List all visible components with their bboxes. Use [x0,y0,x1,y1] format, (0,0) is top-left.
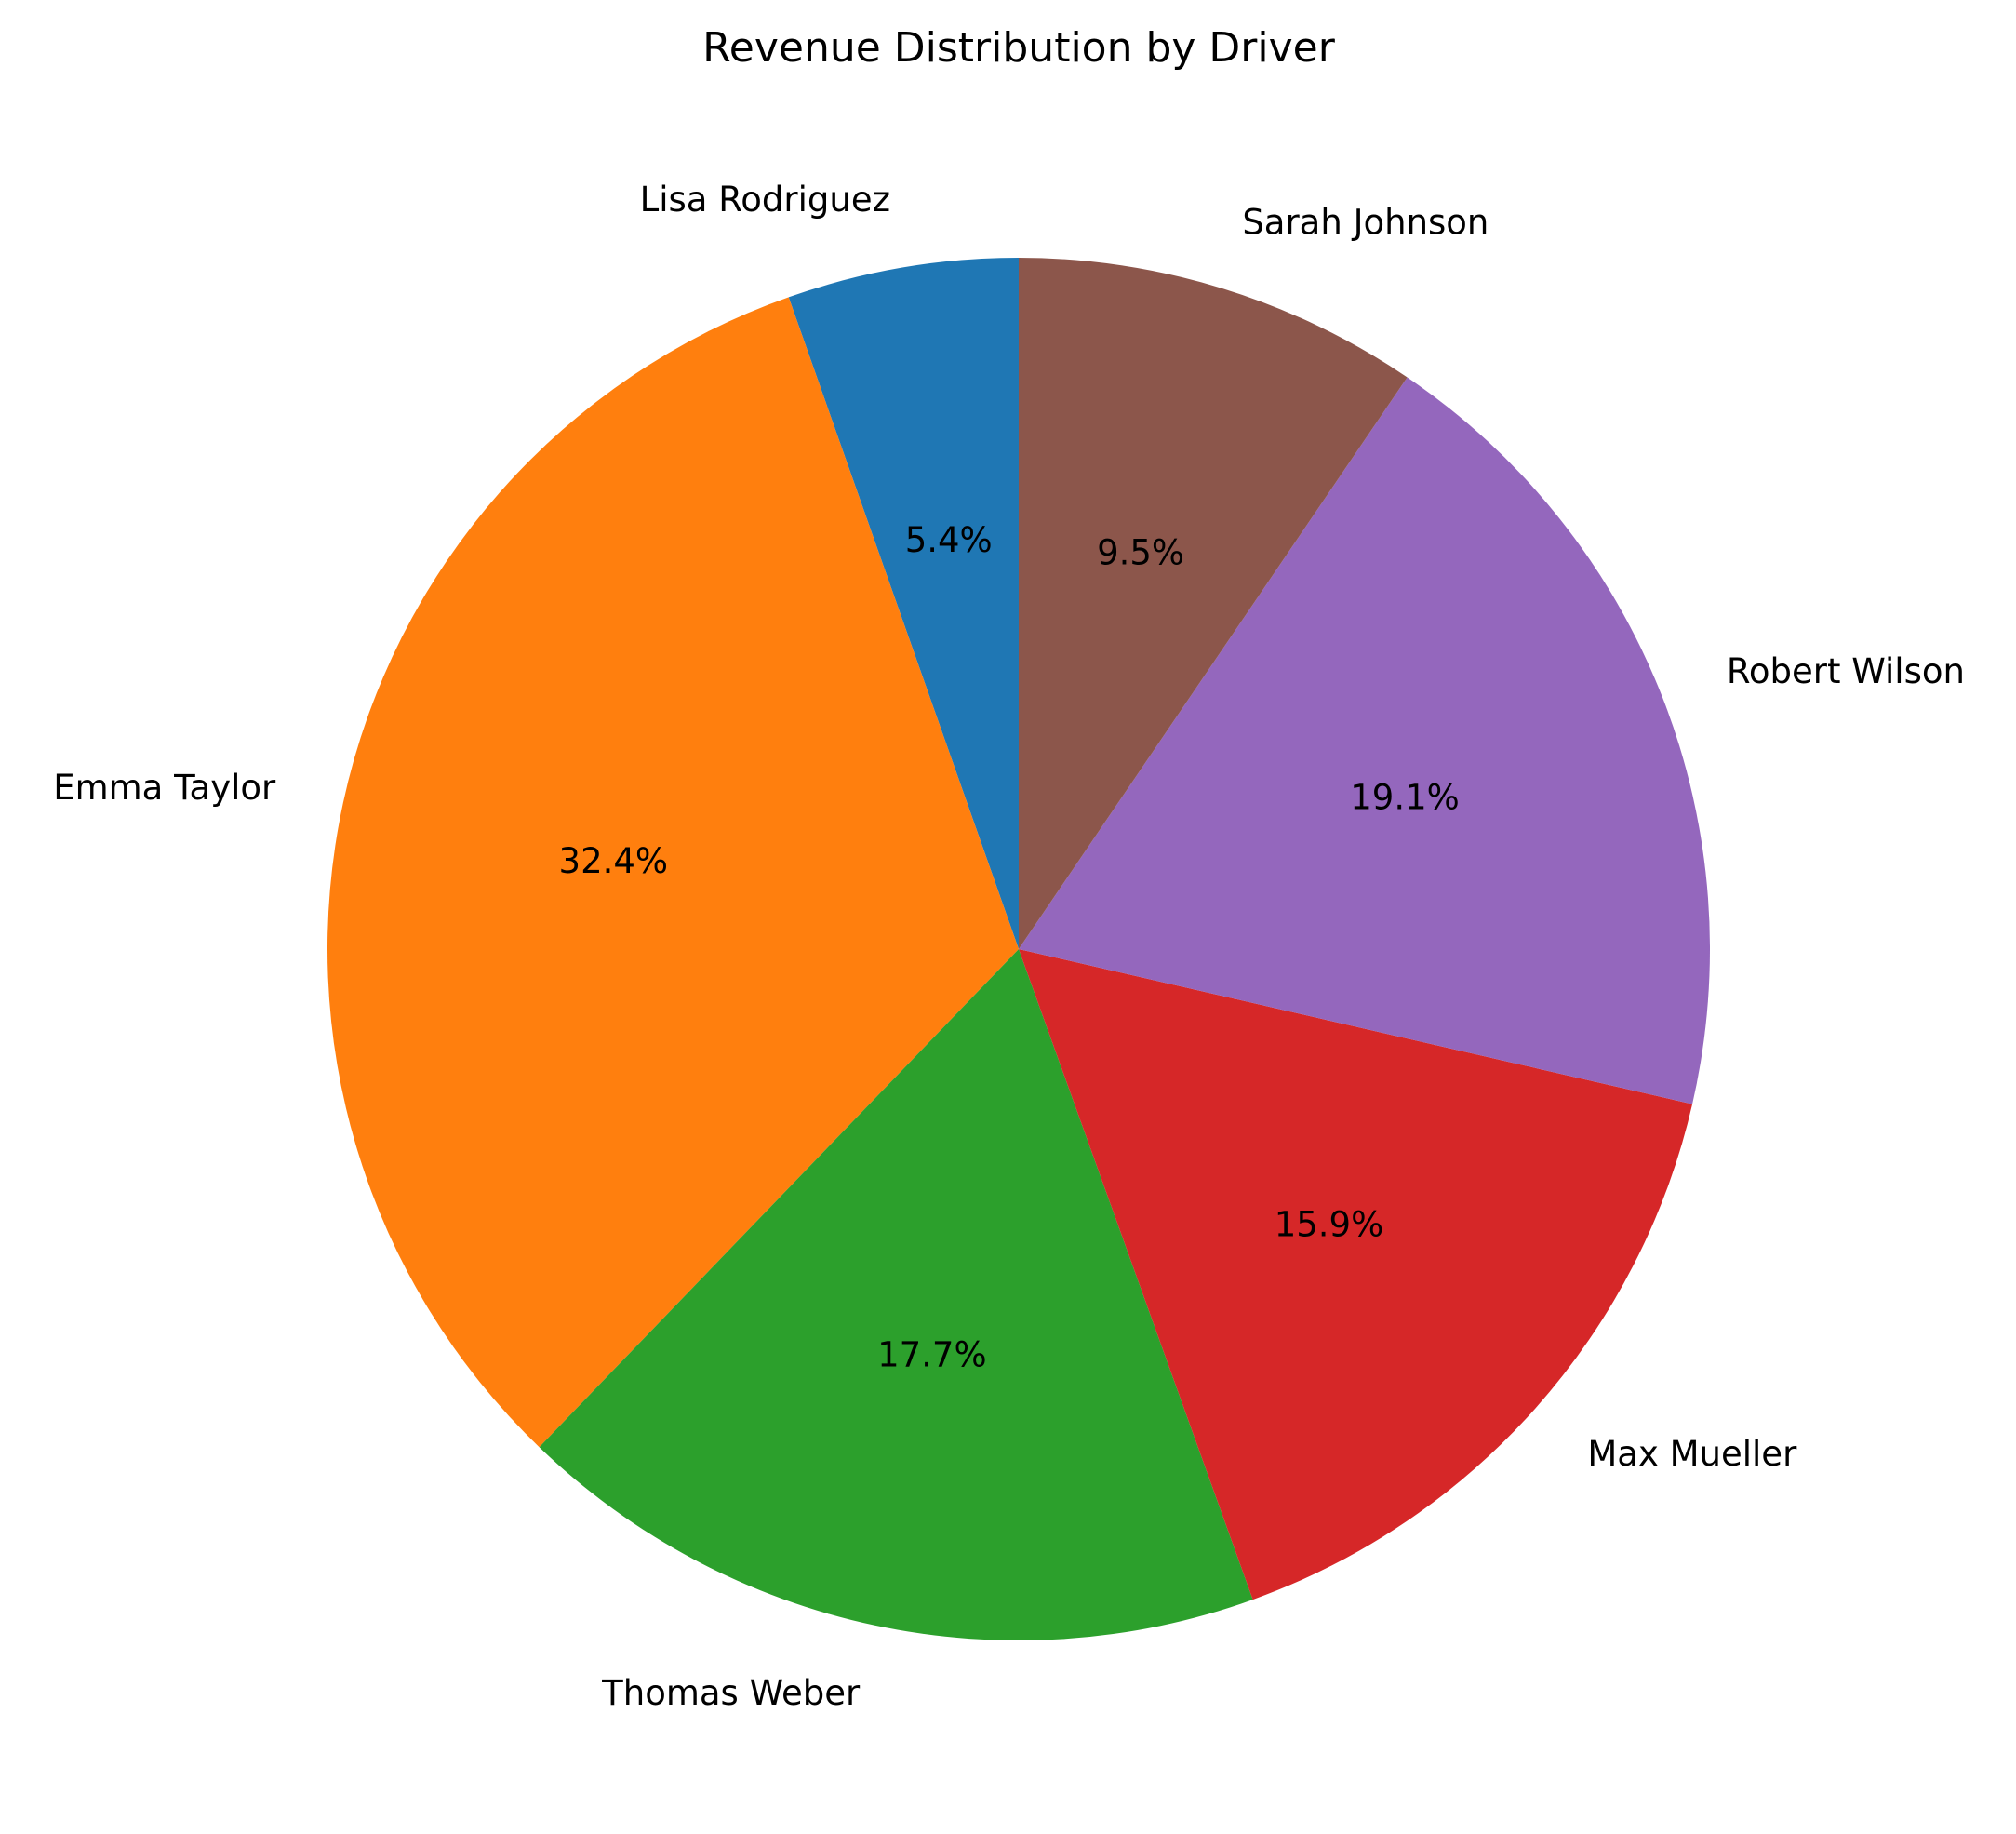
slice-label-sarah-johnson: Sarah Johnson [1242,202,1489,242]
pie-slice-max-mueller [1019,949,1693,1600]
slice-label-max-mueller: Max Mueller [1587,1434,1797,1474]
pct-label-emma-taylor: 32.4% [559,841,669,881]
chart-title: Revenue Distribution by Driver [702,24,1336,72]
slice-label-emma-taylor: Emma Taylor [53,768,276,808]
pct-label-max-mueller: 15.9% [1275,1204,1384,1244]
pct-label-lisa-rodriguez: 5.4% [905,520,993,560]
slice-label-lisa-rodriguez: Lisa Rodriguez [640,180,890,220]
pct-label-robert-wilson: 19.1% [1350,778,1460,818]
slice-label-thomas-weber: Thomas Weber [601,1673,861,1713]
slice-labels: Lisa Rodriguez Emma Taylor Thomas Weber Max… [53,180,1965,1713]
pct-label-sarah-johnson: 9.5% [1097,532,1184,572]
percent-labels: 5.4% 32.4% 17.7% 15.9% 19.1% 9.5% [559,520,1460,1374]
pct-label-thomas-weber: 17.7% [877,1334,987,1374]
pie-slice-robert-wilson [1019,377,1710,1104]
pie-slice-thomas-weber [539,949,1253,1640]
slice-label-robert-wilson: Robert Wilson [1727,651,1965,691]
pie-slice-emma-taylor [327,297,1019,1448]
pie-slice-lisa-rodriguez [788,258,1019,949]
pie-slice-sarah-johnson [1019,258,1408,949]
pie-slices [327,258,1710,1640]
